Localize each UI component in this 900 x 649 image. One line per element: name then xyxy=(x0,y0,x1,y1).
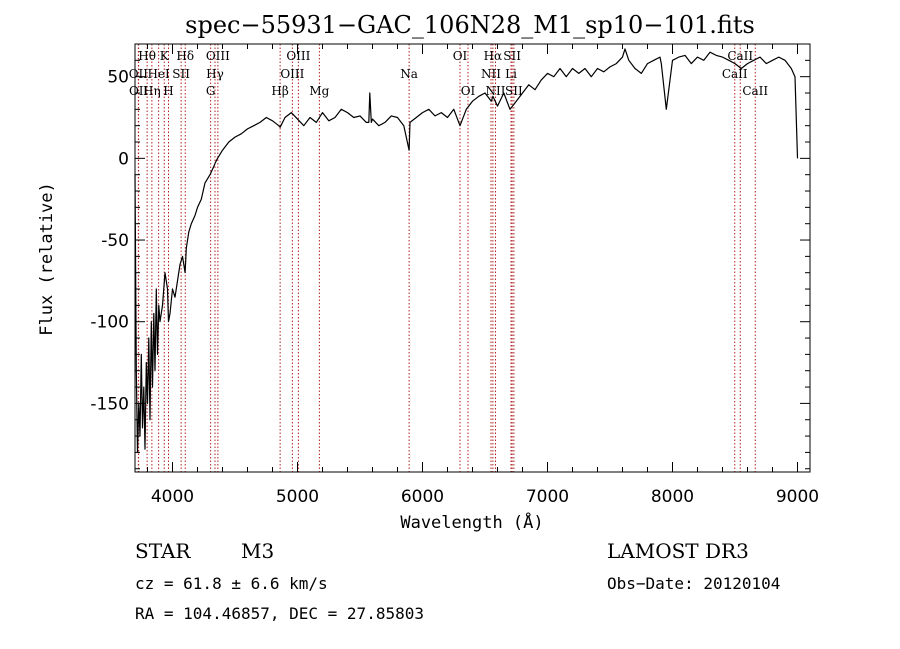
y-axis: -150 -100 -50 0 50 xyxy=(90,59,810,470)
line-label-5: K xyxy=(160,49,170,63)
line-label-14: OIII xyxy=(280,67,304,81)
y-tick-label-3: 0 xyxy=(118,149,129,169)
line-label-3: Hη xyxy=(143,84,161,98)
line-label-27: CaII xyxy=(742,84,768,98)
line-label-16: Na xyxy=(400,67,418,81)
line-label-7: SII xyxy=(172,67,190,81)
line-label-25: CaII xyxy=(727,49,753,63)
y-axis-label: Flux (relative) xyxy=(37,182,57,336)
line-label-1: OII xyxy=(129,67,149,81)
line-label-11: G xyxy=(206,84,216,98)
line-label-23: Li xyxy=(505,67,517,81)
object-class: STAR xyxy=(135,539,191,563)
x-axis-label: Wavelength (Å) xyxy=(400,511,543,533)
y-tick-label-0: -150 xyxy=(90,394,129,414)
line-label-0: Hθ xyxy=(138,49,156,63)
x-axis: 4000 5000 6000 7000 8000 9000 xyxy=(147,44,819,507)
x-tick-label-4: 8000 xyxy=(651,487,694,507)
line-label-20: NII xyxy=(481,67,501,81)
line-label-26: CaII xyxy=(722,67,748,81)
y-tick-label-4: 50 xyxy=(107,68,129,88)
line-label-17: OI xyxy=(453,49,468,63)
x-tick-label-1: 5000 xyxy=(276,487,319,507)
survey-name: LAMOST DR3 xyxy=(607,539,749,563)
line-label-9: OIII xyxy=(206,49,230,63)
line-label-21: NII xyxy=(486,84,506,98)
x-tick-label-5: 9000 xyxy=(776,487,819,507)
plot-frame xyxy=(134,43,811,473)
line-label-10: Hγ xyxy=(206,67,224,81)
observation-date: Obs−Date: 20120104 xyxy=(607,574,780,593)
x-tick-label-0: 4000 xyxy=(151,487,194,507)
coordinates: RA = 104.46857, DEC = 27.85803 xyxy=(135,604,424,623)
x-tick-label-3: 7000 xyxy=(526,487,569,507)
line-label-4: HeI xyxy=(147,67,170,81)
y-tick-label-1: -100 xyxy=(90,313,129,333)
spectral-line-markers xyxy=(137,44,756,472)
y-tick-label-2: -50 xyxy=(101,231,129,251)
line-label-2: OII xyxy=(129,84,149,98)
line-label-22: SII xyxy=(503,49,521,63)
line-label-12: Hβ xyxy=(271,84,288,98)
line-label-18: OI xyxy=(461,84,476,98)
line-label-13: OIII xyxy=(286,49,310,63)
line-label-19: Hα xyxy=(484,49,503,63)
chart-title: spec−55931−GAC_106N28_M1_sp10−101.fits xyxy=(185,11,755,39)
line-label-15: Mg xyxy=(309,84,329,98)
spectrum-line xyxy=(134,48,799,453)
x-tick-label-2: 6000 xyxy=(401,487,444,507)
object-subclass: M3 xyxy=(241,539,274,563)
line-label-8: Hδ xyxy=(176,49,194,63)
line-label-24: SII xyxy=(505,84,523,98)
redshift-velocity: cz = 61.8 ± 6.6 km/s xyxy=(135,574,328,593)
line-label-6: H xyxy=(163,84,173,98)
